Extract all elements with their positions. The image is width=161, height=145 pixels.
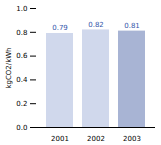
svg-text:2003: 2003	[123, 135, 141, 143]
svg-text:2002: 2002	[87, 135, 105, 143]
svg-text:0.82: 0.82	[88, 21, 104, 29]
svg-text:0.4: 0.4	[16, 76, 28, 84]
svg-text:kgCO2/kWh: kgCO2/kWh	[5, 47, 13, 88]
svg-text:0.2: 0.2	[16, 100, 27, 108]
svg-text:0.81: 0.81	[124, 22, 140, 30]
svg-text:0.0: 0.0	[16, 124, 27, 132]
svg-text:1.0: 1.0	[16, 5, 27, 13]
svg-text:0.6: 0.6	[16, 52, 28, 60]
svg-text:0.79: 0.79	[52, 24, 68, 32]
svg-text:0.8: 0.8	[16, 29, 27, 37]
svg-text:2001: 2001	[51, 135, 69, 143]
